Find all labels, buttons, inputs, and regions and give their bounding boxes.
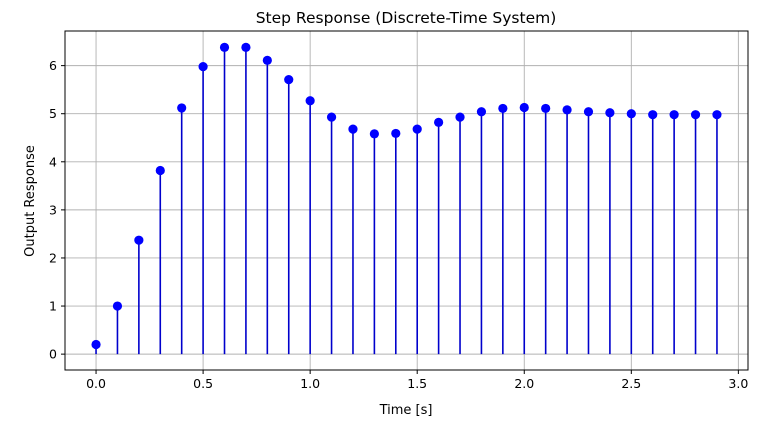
stem-marker (284, 74, 294, 85)
y-tick-label: 2 (49, 250, 57, 265)
stem-marker (305, 96, 315, 106)
stem-marker (669, 110, 679, 120)
x-tick-label: 2.5 (621, 376, 641, 391)
y-tick-label: 0 (49, 347, 57, 362)
x-tick-label: 3.0 (728, 376, 748, 391)
x-axis-title: Time [s] (379, 403, 433, 418)
chart-title: Step Response (Discrete-Time System) (256, 9, 557, 27)
stem-marker (198, 61, 208, 72)
stem-marker (412, 124, 422, 134)
y-tick-label: 1 (49, 299, 57, 314)
stem-marker (434, 117, 444, 127)
stem-marker (712, 110, 722, 120)
y-tick-label: 6 (49, 58, 57, 73)
stem-marker (498, 103, 508, 114)
stem-marker (134, 235, 144, 245)
stem-marker (241, 42, 251, 52)
y-tick-label: 3 (49, 202, 57, 217)
stem-marker (155, 165, 165, 176)
stem-marker (348, 124, 358, 134)
stem-marker (476, 107, 487, 117)
stem-marker (648, 110, 658, 120)
plot-area: 0.0 0.5 1.0 1.5 2.0 2.5 3.0 0 1 2 3 4 5 6 (49, 30, 749, 391)
x-tick-label: 2.0 (514, 376, 534, 391)
stem-marker (519, 102, 529, 113)
y-axis-title: Output Response (23, 145, 38, 257)
x-tick-label: 1.5 (407, 376, 427, 391)
stem-marker (455, 112, 465, 122)
stem-marker (391, 128, 401, 139)
stem-marker (112, 301, 123, 311)
stem-marker (605, 108, 615, 118)
stem-marker (262, 55, 272, 65)
stem-marker (369, 129, 379, 139)
stem-marker (326, 112, 337, 122)
stem-marker (91, 339, 101, 350)
stem-marker (177, 103, 187, 113)
stem-marker (626, 109, 636, 119)
x-tick-label: 0.0 (86, 376, 106, 391)
stem-marker (583, 107, 594, 117)
y-tick-label: 4 (49, 154, 57, 169)
y-tick-label: 5 (49, 106, 57, 121)
stem-marker (219, 42, 230, 52)
stem-marker (541, 103, 551, 114)
stem-marker (690, 110, 701, 120)
x-tick-label: 1.0 (300, 376, 320, 391)
plot-frame (64, 30, 749, 371)
stem-marker (562, 105, 572, 115)
x-tick-label: 0.5 (193, 376, 213, 391)
